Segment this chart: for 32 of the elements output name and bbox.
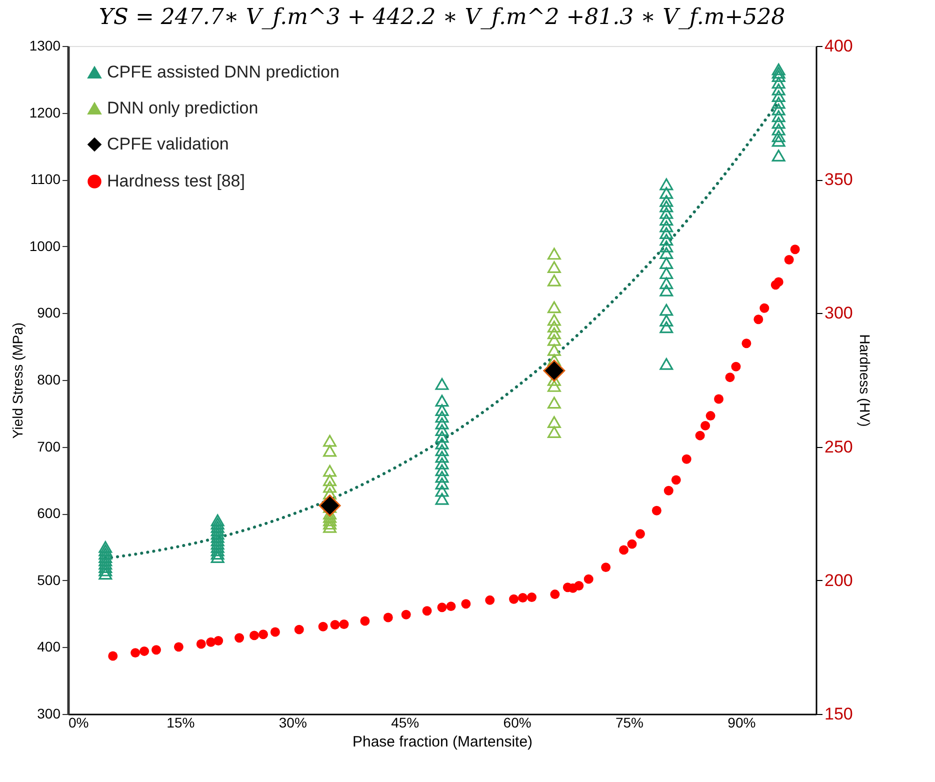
y-tick-label: 1200 <box>29 104 61 120</box>
y2-tick-label: 300 <box>824 304 853 323</box>
chart-title: YS = 247.7∗ V_f.m^3 + 442.2 ∗ V_f.m^2 +81.3 ∗ V_f.m+528 <box>98 5 786 30</box>
x-axis-title: Phase fraction (Martensite) <box>352 734 533 750</box>
legend-label: CPFE validation <box>107 134 229 154</box>
y-tick-label: 1100 <box>30 171 61 188</box>
y-tick-label: 500 <box>37 572 61 588</box>
y-tick-label: 900 <box>37 304 61 321</box>
y-tick-label: 800 <box>37 372 61 388</box>
y-tick-label: 300 <box>37 706 61 722</box>
y2-axis-title: Hardness (HV) <box>856 334 873 427</box>
y2-tick-label: 400 <box>824 36 853 56</box>
y-tick-label: 1000 <box>29 238 61 254</box>
y-axis-title: Yield Stress (MPa) <box>9 322 26 439</box>
legend-label: CPFE assisted DNN prediction <box>107 62 340 82</box>
x-tick-label: 15% <box>166 714 195 730</box>
legend-label: Hardness test [88] <box>107 172 245 190</box>
y2-tick-label: 250 <box>824 437 853 456</box>
y2-tick-label: 200 <box>824 570 853 590</box>
y-tick-label: 400 <box>37 638 61 655</box>
x-tick-label: 75% <box>615 714 644 730</box>
y-tick-label: 1300 <box>29 38 61 54</box>
y2-tick-label: 150 <box>824 704 853 724</box>
y-tick-label: 600 <box>37 505 61 522</box>
x-tick-label: 90% <box>728 714 756 730</box>
y2-tick-label: 350 <box>824 170 853 190</box>
x-tick-label: 0% <box>68 714 89 730</box>
x-tick-label: 60% <box>503 714 532 730</box>
x-tick-label: 45% <box>391 714 420 730</box>
legend-label: DNN only prediction <box>107 98 258 118</box>
x-tick-label: 30% <box>278 714 307 730</box>
y-tick-label: 700 <box>37 438 61 454</box>
